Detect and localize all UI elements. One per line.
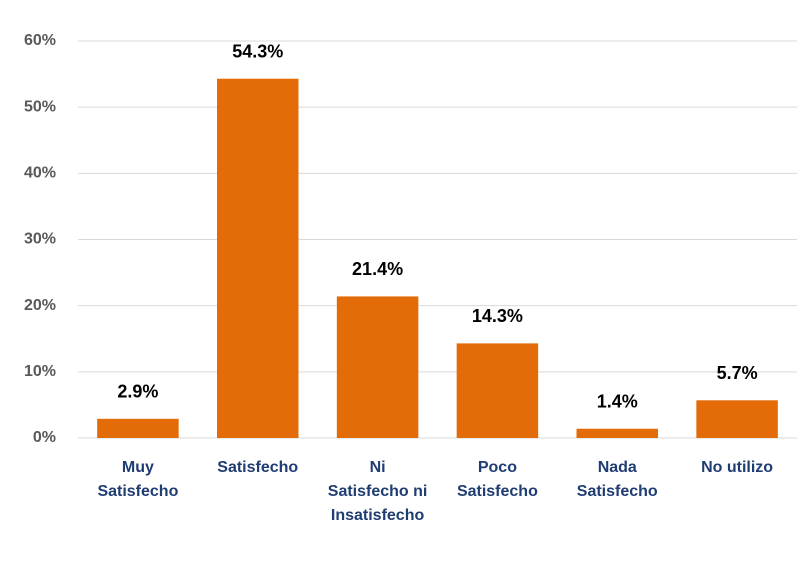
y-tick-label: 60%	[24, 32, 56, 49]
data-label: 1.4%	[597, 391, 638, 411]
bar	[696, 400, 778, 438]
x-tick-label: Nada Satisfecho	[576, 459, 658, 500]
x-tick-label: Satisfecho	[217, 459, 299, 476]
y-tick-label: 10%	[24, 363, 56, 380]
data-label: 21.4%	[352, 259, 403, 279]
x-tick-label: Muy Satisfecho	[97, 459, 179, 500]
bar	[576, 428, 658, 438]
data-label: 5.7%	[717, 363, 758, 383]
data-label: 2.9%	[117, 382, 158, 402]
bar	[456, 343, 539, 438]
data-label: 54.3%	[232, 41, 283, 61]
y-tick-label: 50%	[24, 98, 56, 115]
data-label: 14.3%	[472, 306, 523, 326]
y-tick-label: 30%	[24, 231, 56, 248]
bar	[217, 78, 299, 438]
y-tick-label: 40%	[24, 165, 56, 182]
x-tick-label: Ni Satisfecho ni Insatisfecho	[327, 459, 428, 524]
bar	[97, 418, 179, 438]
x-tick-label: Poco Satisfecho	[456, 459, 538, 500]
bar	[336, 296, 419, 438]
y-tick-label: 20%	[24, 297, 56, 314]
x-tick-label: No utilizo	[701, 459, 774, 476]
y-tick-label: 0%	[33, 429, 56, 446]
